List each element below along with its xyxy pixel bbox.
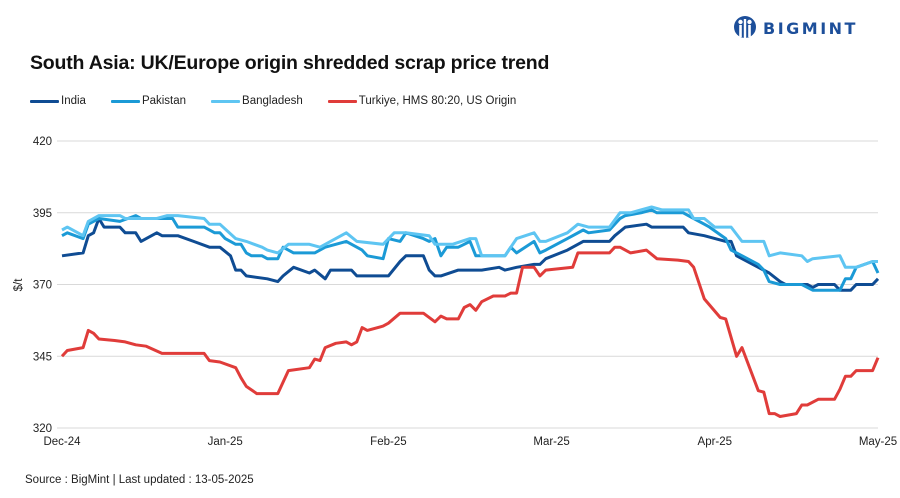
series-pakistan [61, 208, 880, 292]
x-tick-label: Dec-24 [43, 436, 81, 448]
legend-label-bangladesh: Bangladesh [242, 95, 303, 107]
chart-title: South Asia: UK/Europe origin shredded sc… [30, 52, 550, 74]
legend-item-bangladesh: Bangladesh [211, 95, 303, 107]
legend-swatch-pakistan [110, 99, 140, 103]
x-tick-label: Jan-25 [208, 436, 243, 448]
y-tick-label: 395 [33, 208, 52, 220]
legend-item-turkiye: Turkiye, HMS 80:20, US Origin [327, 95, 517, 107]
series-line-pakistan [61, 208, 880, 292]
x-tick-label: Mar-25 [533, 436, 569, 448]
series-line-india [61, 217, 880, 292]
bigmint-logo-text: BIGMINT [763, 18, 858, 38]
bigmint-logo: BIGMINT [733, 15, 858, 41]
legend-label-india: India [61, 95, 86, 107]
legend-swatch-turkiye [327, 99, 357, 103]
y-axis-label: $/t [13, 278, 25, 292]
legend-label-turkiye: Turkiye, HMS 80:20, US Origin [358, 95, 517, 107]
x-tick-label: Feb-25 [370, 436, 406, 448]
y-tick-label: 320 [33, 423, 52, 435]
series-turkiye [60, 245, 880, 418]
y-tick-label: 345 [33, 351, 52, 363]
series-line-bangladesh [61, 205, 878, 269]
source-note: Source : BigMint | Last updated : 13-05-… [25, 474, 254, 486]
series-line-turkiye [60, 245, 880, 418]
y-tick-label: 370 [33, 280, 52, 292]
x-axis-ticks: Dec-24 Jan-25 Feb-25 Mar-25 Apr-25 May-25 [43, 436, 897, 448]
series-bangladesh [61, 205, 879, 269]
legend-label-pakistan: Pakistan [141, 95, 187, 107]
legend-item-india: India [30, 95, 86, 107]
gridlines [57, 140, 878, 429]
chart-legend: India Pakistan Bangladesh Turkiye, HMS 8… [30, 95, 541, 107]
series-lines [60, 205, 880, 418]
bigmint-logo-icon [734, 16, 756, 39]
y-tick-label: 420 [33, 136, 52, 148]
y-axis-ticks: 320 345 370 395 420 [33, 136, 52, 435]
x-tick-label: Apr-25 [698, 436, 733, 448]
x-tick-label: May-25 [859, 436, 897, 448]
legend-swatch-india [30, 99, 59, 103]
legend-swatch-bangladesh [211, 99, 241, 103]
legend-item-pakistan: Pakistan [110, 95, 187, 107]
series-india [61, 217, 880, 292]
